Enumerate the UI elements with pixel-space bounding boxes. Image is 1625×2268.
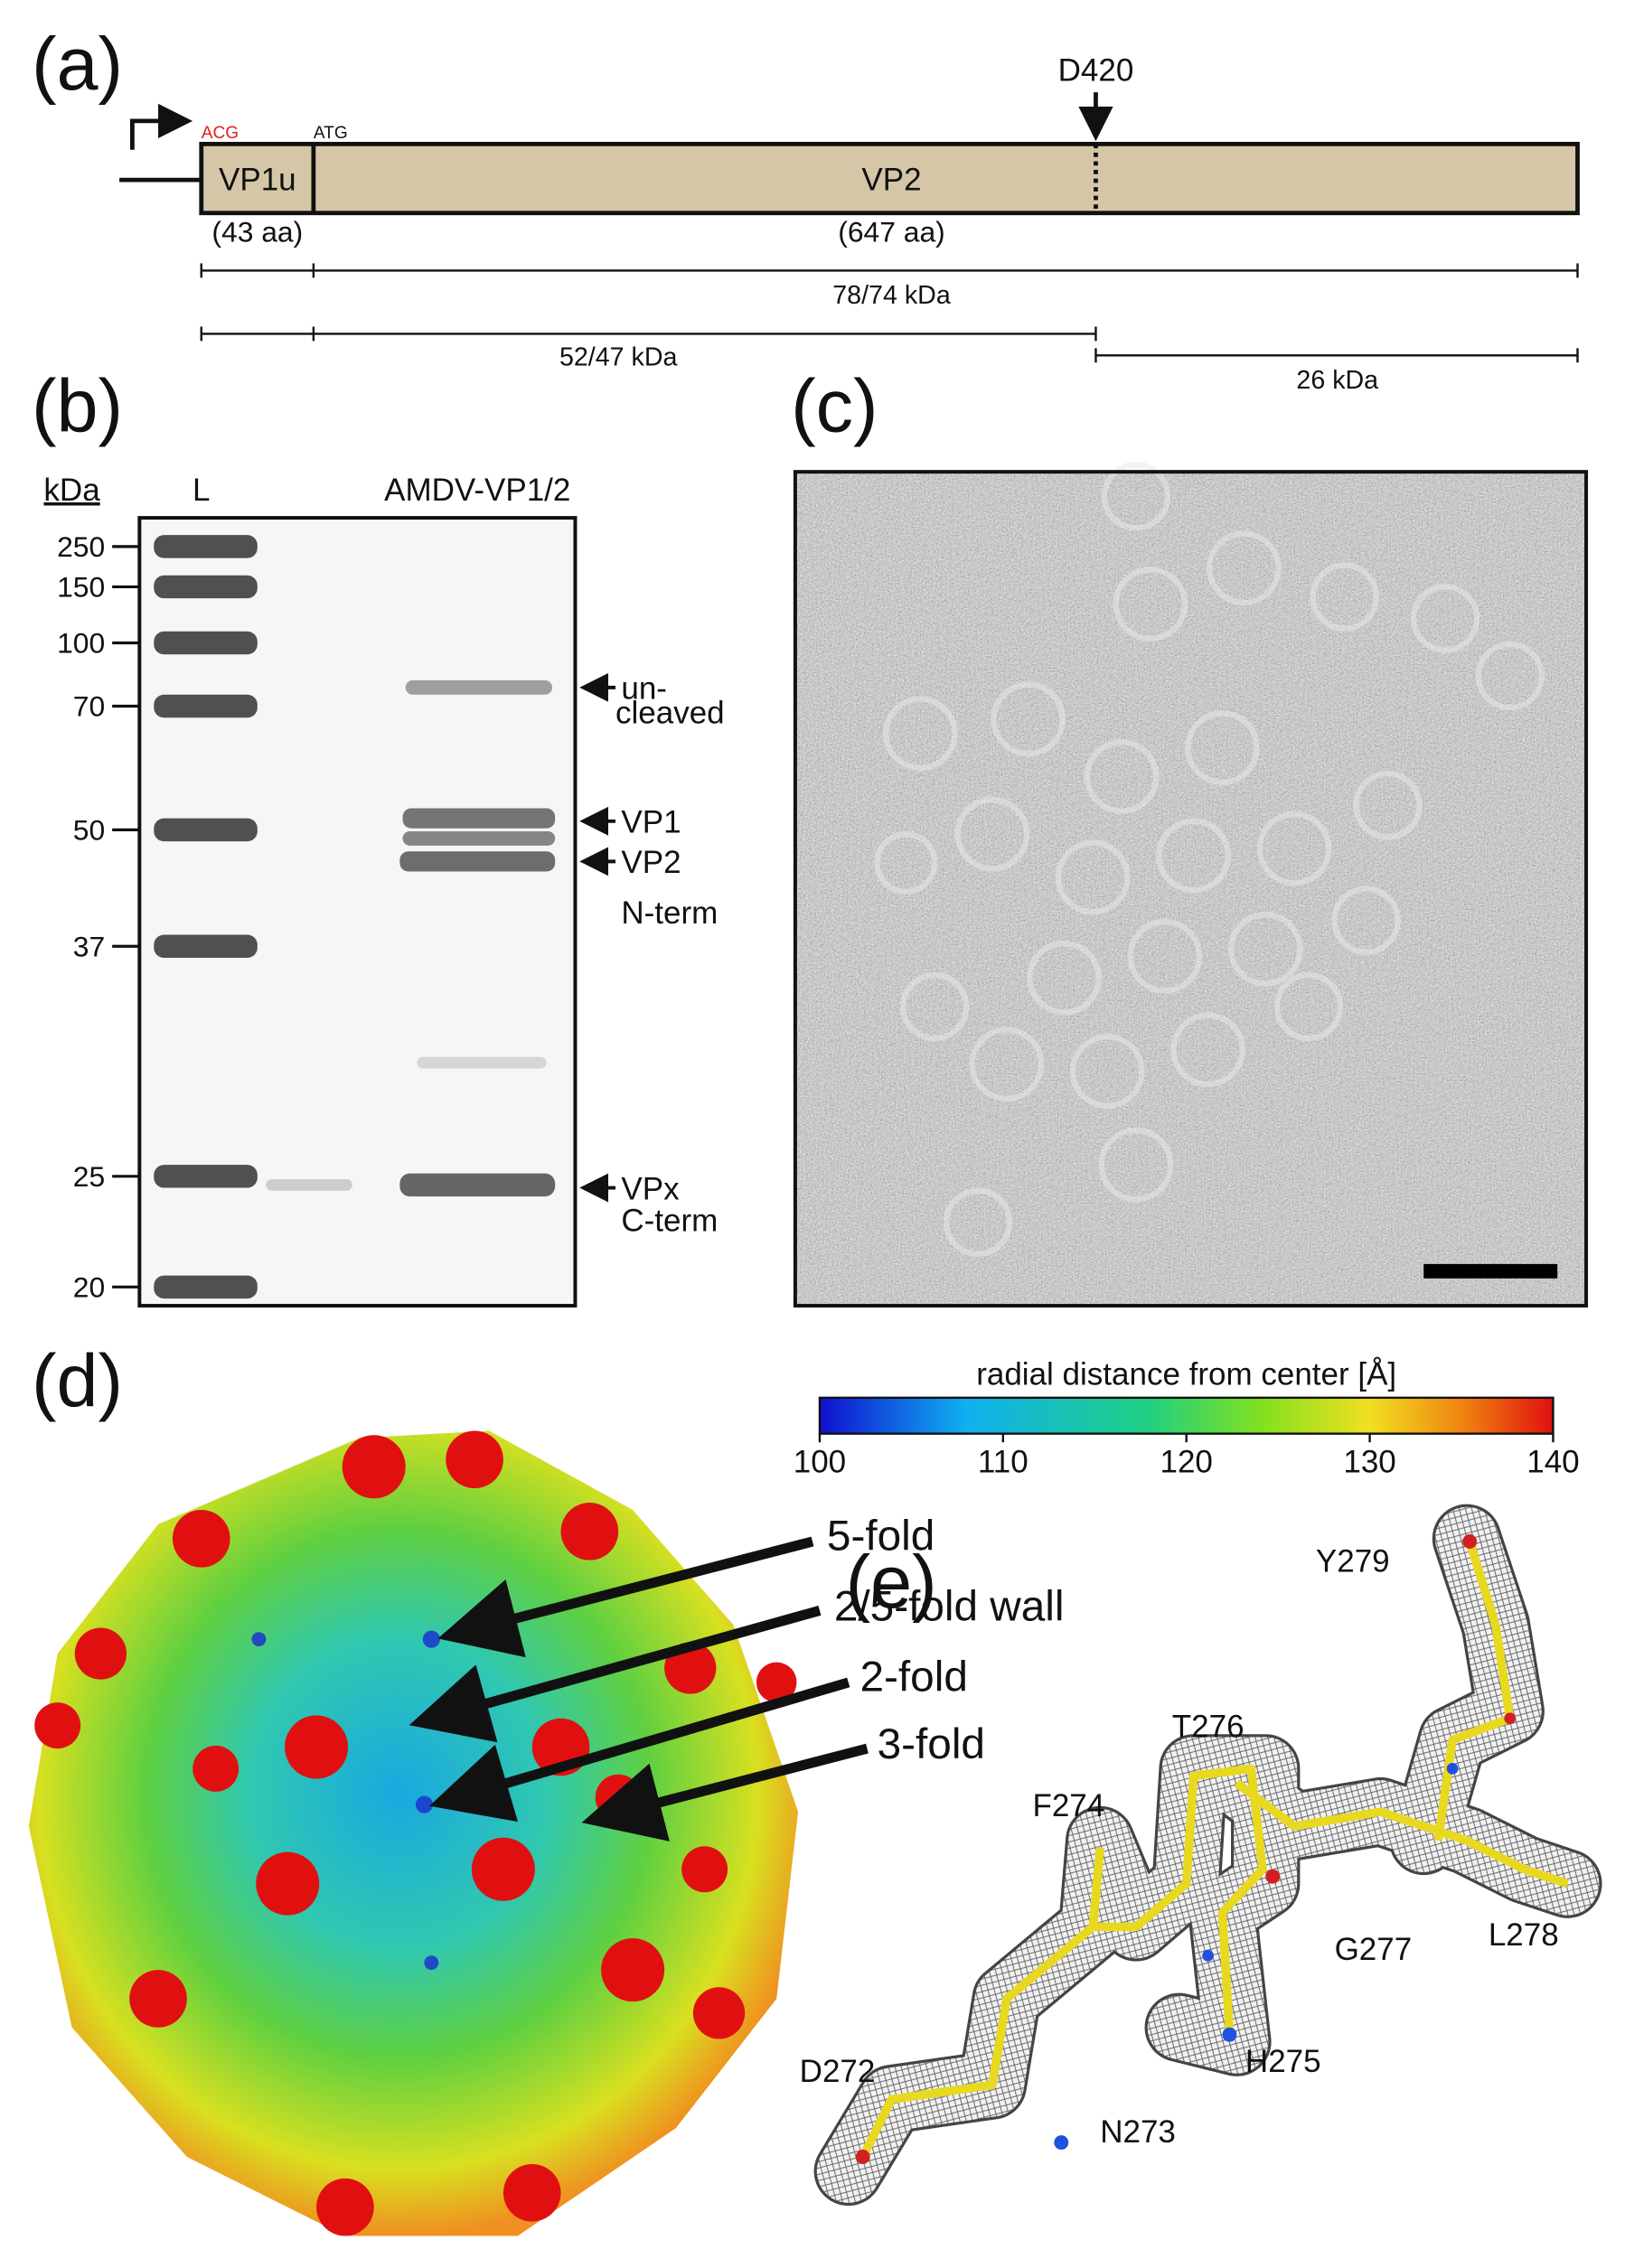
ladder-band — [154, 818, 258, 842]
lane-label: L — [193, 473, 210, 508]
model-sticks — [859, 1540, 1569, 2160]
oxygen-atoms — [855, 1534, 1517, 2164]
density-mesh — [816, 1506, 1600, 2203]
unit-label: kDa — [43, 473, 100, 508]
residue-label: T276 — [1172, 1709, 1245, 1744]
residue-label: H275 — [1245, 2044, 1321, 2079]
ladder-band — [154, 934, 258, 958]
band-label: un- — [621, 671, 667, 707]
codon: ACG — [202, 124, 239, 143]
nitrogen-atoms — [1054, 1763, 1459, 2151]
marker-label: 25 — [73, 1160, 105, 1193]
band-label: C-term — [621, 1203, 718, 1238]
ladder-band — [154, 694, 258, 718]
marker-label: 50 — [73, 813, 105, 846]
band-label: VP2 — [621, 845, 681, 880]
panel-b: (b) kDa L AMDV-VP1/2 250 150 100 70 50 37 25 20… — [32, 364, 725, 1308]
panel-d: (d) radial distance from center [Å] 100 1… — [28, 1338, 1580, 2236]
segment-name: VP2 — [861, 162, 921, 197]
marker-label: 100 — [57, 627, 105, 660]
segment-length: (43 aa) — [211, 216, 303, 248]
segment-name: VP1u — [219, 162, 296, 197]
marker-label: 37 — [73, 930, 105, 962]
sample-bands — [266, 679, 556, 1197]
ladder: 250 150 100 70 50 37 25 20 — [57, 530, 258, 1303]
panel-e: (e) Y279 T276 F274 G277 L278 H275 D272 N… — [800, 1504, 1602, 2207]
colorbar-tick-label: 110 — [978, 1445, 1029, 1480]
promoter-arrow — [129, 103, 193, 150]
colorbar-tick-label: 140 — [1526, 1445, 1579, 1480]
colorbar-title: radial distance from center [Å] — [976, 1357, 1396, 1392]
fragment-label: 26 kDa — [1296, 366, 1378, 395]
band-label: N-term — [621, 895, 718, 931]
marker-label: 250 — [57, 530, 105, 563]
residue-label: D272 — [800, 2054, 876, 2089]
band-arrows — [579, 672, 616, 1203]
marker-label: 20 — [73, 1270, 105, 1303]
capsid — [28, 1430, 799, 2236]
colorbar-tick-label: 130 — [1343, 1445, 1395, 1480]
capsid-pores — [251, 1630, 440, 1971]
ladder-band — [154, 575, 258, 599]
fragment-lines — [200, 263, 1579, 363]
ladder-band — [154, 1275, 258, 1299]
colorbar-tick-label: 120 — [1160, 1445, 1212, 1480]
band-label: VP1 — [621, 805, 681, 840]
band-label: VPx — [621, 1171, 680, 1206]
band-label: cleaved — [615, 696, 725, 731]
feature-label: 2-fold — [860, 1653, 968, 1701]
lane-label: AMDV-VP1/2 — [384, 473, 570, 508]
colorbar-ticks: 100 110 120 130 140 — [794, 1433, 1580, 1480]
feature-label: 2/5-fold wall — [834, 1582, 1065, 1630]
panel-label: (a) — [32, 22, 123, 106]
marker-label: 70 — [73, 690, 105, 723]
feature-label: 5-fold — [827, 1513, 935, 1560]
panel-label: (b) — [32, 364, 123, 448]
feature-arrows — [409, 1536, 869, 1842]
ladder-band — [154, 1165, 258, 1188]
particles — [874, 462, 1545, 1257]
fragment-label: 52/47 kDa — [559, 342, 678, 371]
ladder-band — [154, 631, 258, 655]
feature-label: 3-fold — [878, 1720, 985, 1768]
colorbar — [818, 1396, 1555, 1435]
fragment-label: 78/74 kDa — [832, 281, 951, 310]
site-label: D420 — [1058, 52, 1134, 88]
panel-a: (a) ACG ATG D420 VP1u VP2 (43 aa) (647 a… — [32, 22, 1580, 395]
scale-bar — [1423, 1263, 1558, 1279]
panel-label: (d) — [32, 1338, 123, 1422]
panel-c: (c) — [791, 364, 1589, 1308]
segment-length: (647 aa) — [838, 216, 945, 248]
panel-label: (c) — [791, 364, 878, 448]
frame — [793, 470, 1589, 1308]
marker-label: 150 — [57, 571, 105, 604]
residue-label: F274 — [1032, 1788, 1104, 1823]
residue-label: Y279 — [1316, 1543, 1390, 1579]
codon: ATG — [314, 124, 348, 143]
residue-label: G277 — [1335, 1932, 1413, 1967]
residue-label: N273 — [1100, 2114, 1176, 2150]
colorbar-tick-label: 100 — [794, 1445, 846, 1480]
capsid-spikes — [34, 1430, 797, 2236]
ladder-band — [154, 535, 258, 558]
residue-label: L278 — [1489, 1917, 1559, 1953]
gene-box — [199, 141, 1580, 216]
panel-label: (e) — [846, 1540, 937, 1624]
